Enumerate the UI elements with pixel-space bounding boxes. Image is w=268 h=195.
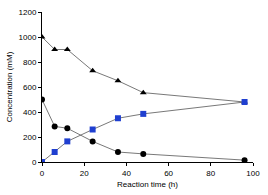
- svg-text:100: 100: [246, 169, 260, 178]
- svg-text:200: 200: [23, 133, 37, 142]
- svg-text:80: 80: [206, 169, 215, 178]
- svg-text:0: 0: [40, 169, 45, 178]
- svg-text:400: 400: [23, 108, 37, 117]
- svg-text:20: 20: [80, 169, 89, 178]
- svg-text:1000: 1000: [19, 33, 37, 42]
- svg-text:40: 40: [122, 169, 131, 178]
- svg-text:600: 600: [23, 83, 37, 92]
- svg-text:0: 0: [32, 158, 37, 167]
- svg-text:60: 60: [164, 169, 173, 178]
- svg-text:1200: 1200: [19, 8, 37, 17]
- svg-text:Concentration (mM): Concentration (mM): [5, 51, 14, 122]
- svg-text:Reaction time (h): Reaction time (h): [117, 180, 178, 189]
- svg-text:800: 800: [23, 58, 37, 67]
